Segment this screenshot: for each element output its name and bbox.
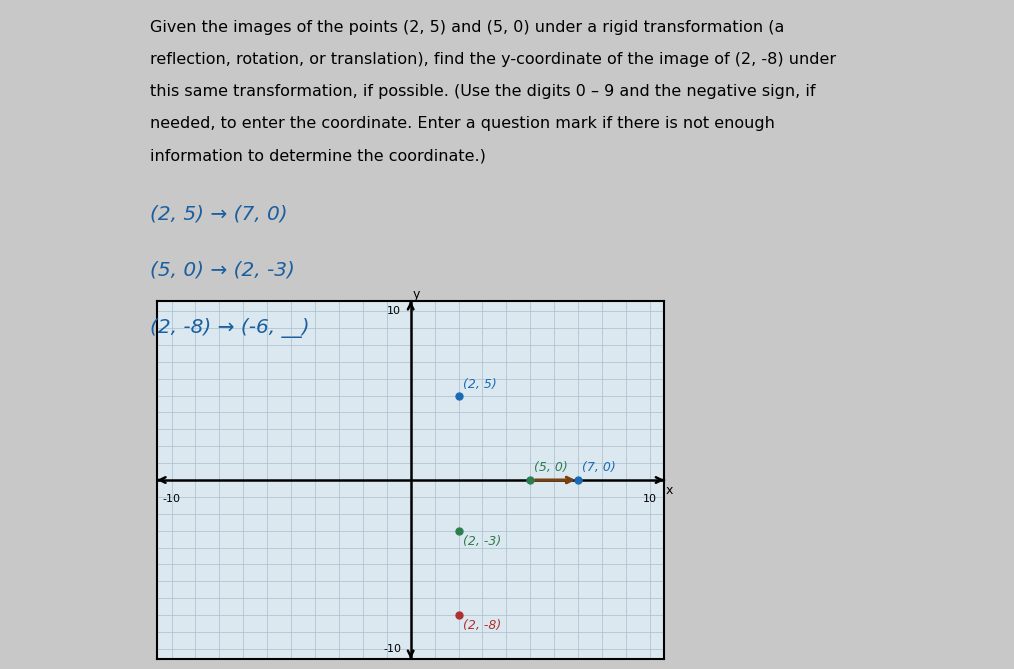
Text: y: y: [413, 288, 421, 301]
Text: reflection, rotation, or translation), find the y-coordinate of the image of (2,: reflection, rotation, or translation), f…: [150, 52, 837, 67]
Text: (5, 0): (5, 0): [533, 461, 568, 474]
Text: x: x: [665, 484, 672, 496]
Text: 10: 10: [387, 306, 402, 316]
Text: (2, -8) → (-6, __): (2, -8) → (-6, __): [150, 318, 309, 338]
Text: (5, 0) → (2, -3): (5, 0) → (2, -3): [150, 261, 295, 280]
Text: (7, 0): (7, 0): [582, 461, 615, 474]
Text: (2, 5) → (7, 0): (2, 5) → (7, 0): [150, 204, 288, 223]
Text: (2, -3): (2, -3): [463, 535, 502, 548]
Text: (2, 5): (2, 5): [463, 377, 497, 391]
Text: needed, to enter the coordinate. Enter a question mark if there is not enough: needed, to enter the coordinate. Enter a…: [150, 116, 775, 131]
Text: -10: -10: [383, 644, 402, 654]
Text: Given the images of the points (2, 5) and (5, 0) under a rigid transformation (a: Given the images of the points (2, 5) an…: [150, 20, 785, 35]
Text: 10: 10: [643, 494, 657, 504]
Text: this same transformation, if possible. (Use the digits 0 – 9 and the negative si: this same transformation, if possible. (…: [150, 84, 815, 99]
Text: information to determine the coordinate.): information to determine the coordinate.…: [150, 149, 486, 163]
Text: -10: -10: [162, 494, 180, 504]
Text: (2, -8): (2, -8): [463, 619, 502, 632]
